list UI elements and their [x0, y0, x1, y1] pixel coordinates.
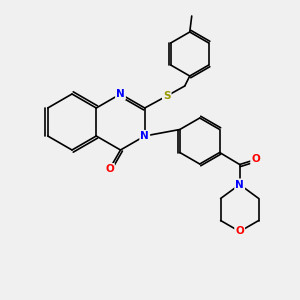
Text: S: S — [163, 91, 170, 101]
Text: O: O — [251, 154, 260, 164]
Text: O: O — [105, 164, 114, 174]
Text: N: N — [116, 89, 125, 99]
Text: N: N — [235, 179, 244, 190]
Text: N: N — [140, 131, 149, 141]
Text: O: O — [235, 226, 244, 236]
